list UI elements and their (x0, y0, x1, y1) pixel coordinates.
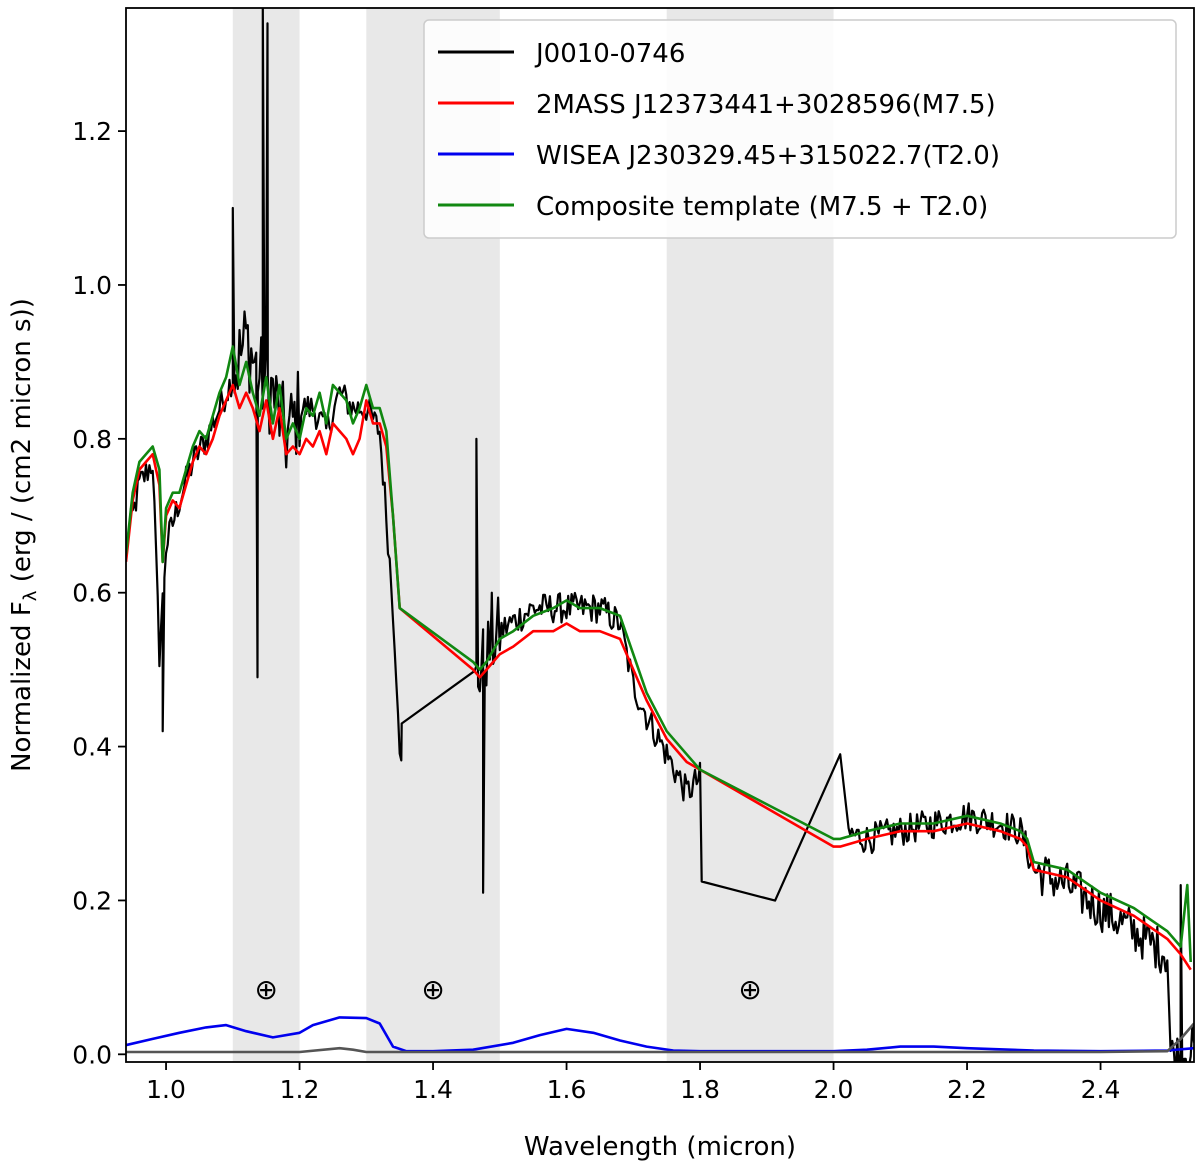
y-axis-label-main: Normalized F (7, 601, 37, 772)
earth-symbol: ⊕ (738, 973, 761, 1006)
earth-symbol: ⊕ (421, 973, 444, 1006)
plot-frame (125, 7, 1195, 1063)
x-tick-label: 1.2 (280, 1075, 320, 1104)
x-tick-label: 1.6 (547, 1075, 587, 1104)
series-layer (126, 8, 1194, 1062)
y-tick-label: 0.6 (72, 579, 112, 608)
legend-box (423, 19, 1177, 239)
y-axis-label: Normalized Fλ (erg / (cm2 micron s)) (7, 298, 41, 772)
legend-label: J0010-0746 (534, 39, 685, 69)
series-line (126, 345, 1192, 963)
x-axis-label: Wavelength (micron) (524, 1132, 796, 1162)
series-line (126, 1016, 1194, 1053)
legend-label: 2MASS J12373441+3028596(M7.5) (536, 90, 996, 120)
series-line (126, 1022, 1194, 1054)
legend-label: Composite template (M7.5 + T2.0) (536, 192, 988, 222)
earth-symbols: ⊕ ⊕ ⊕ (254, 973, 761, 1006)
earth-symbol: ⊕ (254, 973, 277, 1006)
series-line (126, 383, 1192, 971)
x-tick-label: 2.0 (814, 1075, 854, 1104)
x-tick-label: 1.4 (413, 1075, 453, 1104)
y-axis-label-units: (erg / (cm2 micron s)) (7, 298, 37, 590)
x-tick-label: 1.8 (680, 1075, 720, 1104)
y-tick-label: 0.4 (72, 733, 112, 762)
y-tick-label: 0.8 (72, 425, 112, 454)
x-tick-label: 1.0 (146, 1075, 186, 1104)
x-axis-ticks: 1.0 1.2 1.4 1.6 1.8 2.0 2.2 2.4 (146, 1062, 1120, 1104)
y-axis-ticks: 0.0 0.2 0.4 0.6 0.8 1.0 1.2 (72, 117, 126, 1069)
legend-label: WISEA J230329.45+315022.7(T2.0) (536, 141, 1000, 171)
y-tick-label: 0.0 (72, 1040, 112, 1069)
y-tick-label: 0.2 (72, 886, 112, 915)
legend: J0010-0746 2MASS J12373441+3028596(M7.5) W… (423, 19, 1177, 239)
y-tick-label: 1.2 (72, 117, 112, 146)
x-tick-label: 2.2 (947, 1075, 987, 1104)
y-tick-label: 1.0 (72, 271, 112, 300)
x-tick-label: 2.4 (1081, 1075, 1121, 1104)
y-axis-label-subscript: λ (20, 590, 41, 601)
